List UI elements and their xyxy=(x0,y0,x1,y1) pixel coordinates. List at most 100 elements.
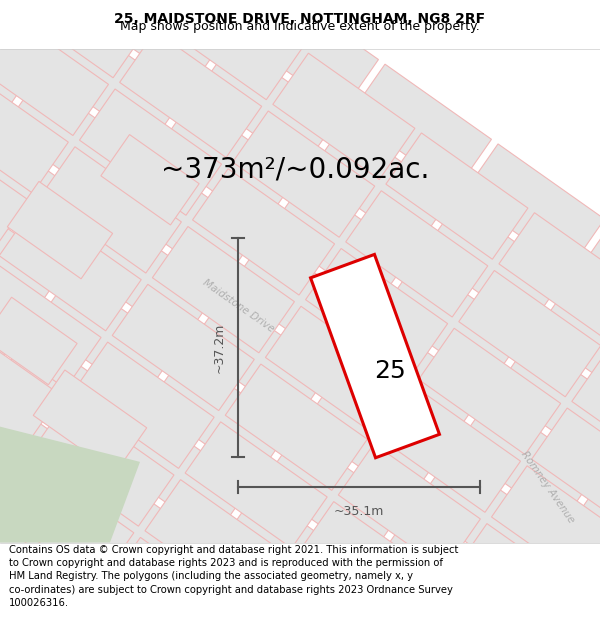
Polygon shape xyxy=(0,427,140,542)
Polygon shape xyxy=(451,524,593,625)
Polygon shape xyxy=(0,194,65,320)
Polygon shape xyxy=(273,53,415,179)
Polygon shape xyxy=(233,111,375,238)
Polygon shape xyxy=(0,67,68,193)
Polygon shape xyxy=(309,122,451,248)
Polygon shape xyxy=(0,573,53,625)
Polygon shape xyxy=(116,158,258,284)
Polygon shape xyxy=(0,504,17,625)
Polygon shape xyxy=(72,342,214,468)
Text: ~35.1m: ~35.1m xyxy=(334,505,384,518)
Polygon shape xyxy=(35,273,178,399)
Polygon shape xyxy=(152,226,295,353)
Polygon shape xyxy=(335,571,476,625)
Polygon shape xyxy=(229,238,371,364)
Polygon shape xyxy=(218,617,360,625)
Polygon shape xyxy=(141,606,283,625)
Text: Map shows position and indicative extent of the property.: Map shows position and indicative extent… xyxy=(120,20,480,33)
Polygon shape xyxy=(0,447,57,573)
Polygon shape xyxy=(532,408,600,534)
Text: Maidstone Drive: Maidstone Drive xyxy=(200,278,275,334)
Polygon shape xyxy=(0,9,109,136)
Polygon shape xyxy=(68,469,211,595)
Polygon shape xyxy=(105,538,247,625)
Polygon shape xyxy=(0,0,112,9)
Polygon shape xyxy=(196,42,338,169)
Polygon shape xyxy=(32,400,174,526)
Text: 25, MAIDSTONE DRIVE, NOTTINGHAM, NG8 2RF: 25, MAIDSTONE DRIVE, NOTTINGHAM, NG8 2RF xyxy=(115,12,485,26)
Polygon shape xyxy=(28,526,170,625)
Text: Contains OS data © Crown copyright and database right 2021. This information is : Contains OS data © Crown copyright and d… xyxy=(9,545,458,608)
Polygon shape xyxy=(156,100,298,226)
Text: ~373m²/~0.092ac.: ~373m²/~0.092ac. xyxy=(161,156,429,184)
Polygon shape xyxy=(575,224,600,350)
Polygon shape xyxy=(411,581,553,625)
Polygon shape xyxy=(302,375,444,501)
Polygon shape xyxy=(0,204,141,331)
Polygon shape xyxy=(346,191,488,317)
Polygon shape xyxy=(488,592,600,625)
Polygon shape xyxy=(382,259,524,386)
Polygon shape xyxy=(0,389,97,515)
Polygon shape xyxy=(265,306,407,432)
Polygon shape xyxy=(422,202,565,328)
Polygon shape xyxy=(528,534,600,625)
Polygon shape xyxy=(379,386,521,512)
Polygon shape xyxy=(47,0,189,20)
Polygon shape xyxy=(0,136,105,262)
Polygon shape xyxy=(79,89,221,215)
Polygon shape xyxy=(311,254,439,458)
Polygon shape xyxy=(342,318,484,444)
Polygon shape xyxy=(0,0,32,124)
Polygon shape xyxy=(463,144,600,270)
Text: ~37.2m: ~37.2m xyxy=(213,322,226,372)
Polygon shape xyxy=(298,502,440,625)
Polygon shape xyxy=(76,216,218,342)
Polygon shape xyxy=(119,31,262,158)
Polygon shape xyxy=(535,281,600,408)
Polygon shape xyxy=(459,271,600,397)
Polygon shape xyxy=(0,125,28,251)
Polygon shape xyxy=(269,180,411,306)
Polygon shape xyxy=(7,0,149,78)
Text: 25: 25 xyxy=(374,359,406,383)
Polygon shape xyxy=(0,331,137,458)
Polygon shape xyxy=(124,0,265,31)
Polygon shape xyxy=(499,213,600,339)
Polygon shape xyxy=(0,298,77,385)
Polygon shape xyxy=(349,64,491,191)
Polygon shape xyxy=(572,350,600,476)
Polygon shape xyxy=(375,512,517,625)
Polygon shape xyxy=(189,295,331,422)
Polygon shape xyxy=(65,595,207,625)
Polygon shape xyxy=(565,603,600,625)
Polygon shape xyxy=(193,169,335,295)
Polygon shape xyxy=(3,78,145,204)
Text: Romney Avenue: Romney Avenue xyxy=(520,449,577,525)
Polygon shape xyxy=(0,251,25,378)
Polygon shape xyxy=(7,181,113,279)
Polygon shape xyxy=(112,284,254,411)
Polygon shape xyxy=(181,548,323,625)
Polygon shape xyxy=(455,397,597,523)
Polygon shape xyxy=(415,455,557,581)
Polygon shape xyxy=(40,147,181,273)
Polygon shape xyxy=(101,134,199,225)
Polygon shape xyxy=(145,479,287,606)
Polygon shape xyxy=(0,584,130,625)
Polygon shape xyxy=(0,458,134,584)
Polygon shape xyxy=(495,339,600,466)
Polygon shape xyxy=(225,364,367,491)
Polygon shape xyxy=(43,20,185,146)
Polygon shape xyxy=(0,378,21,504)
Polygon shape xyxy=(419,328,560,454)
Polygon shape xyxy=(0,320,61,446)
Polygon shape xyxy=(0,0,72,67)
Polygon shape xyxy=(258,559,400,625)
Polygon shape xyxy=(185,422,327,548)
Polygon shape xyxy=(338,444,481,570)
Polygon shape xyxy=(149,353,291,479)
Polygon shape xyxy=(305,249,448,375)
Polygon shape xyxy=(568,477,600,603)
Polygon shape xyxy=(236,0,379,111)
